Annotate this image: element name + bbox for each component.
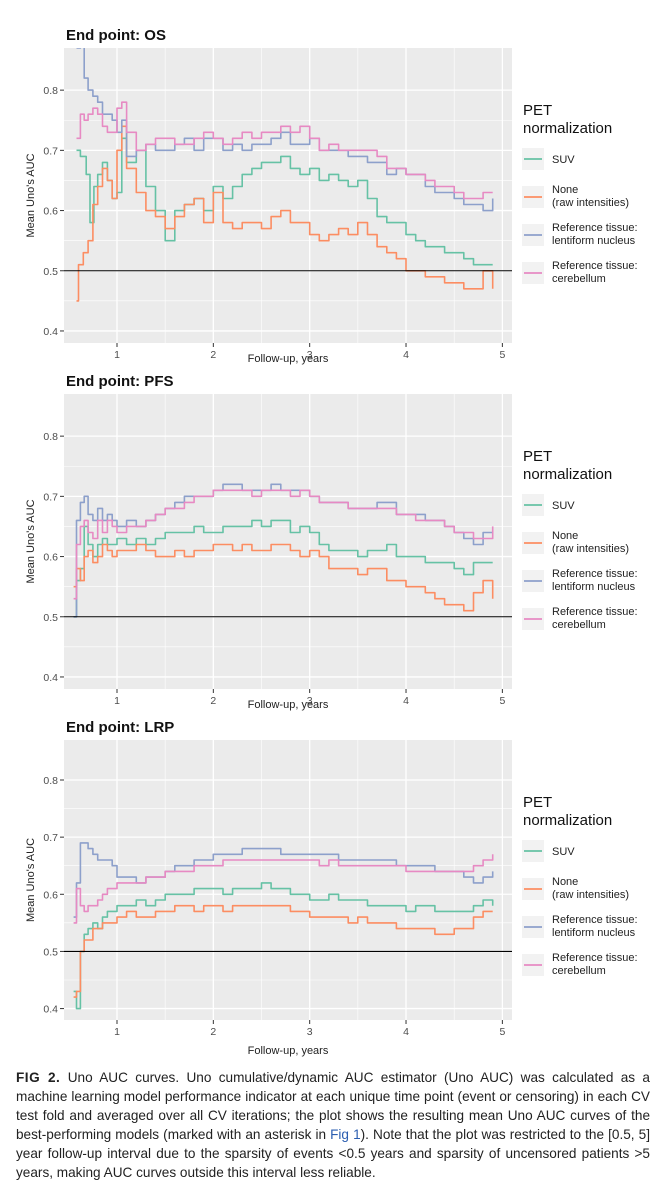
y-tick-label: 0.4 bbox=[43, 326, 58, 338]
y-tick-label: 0.7 bbox=[43, 145, 58, 157]
chart-title: End point: OS bbox=[66, 27, 166, 44]
legend-title: PET bbox=[523, 102, 552, 119]
legend-label: Reference tissue: bbox=[552, 952, 638, 964]
chart-title: End point: PFS bbox=[66, 373, 173, 390]
chart-panel-1: End point: OS 1 2 3 4 5 0.4 0.5 0.6 0.7 0.8 Follow-… bbox=[25, 27, 638, 365]
series-line-none bbox=[73, 543, 494, 612]
x-tick-label: 3 bbox=[307, 695, 313, 707]
legend-title: PET bbox=[523, 448, 552, 465]
y-tick-label: 0.6 bbox=[43, 206, 58, 218]
legend-title: PET bbox=[523, 794, 552, 811]
y-tick-label: 0.6 bbox=[43, 552, 58, 564]
legend-label: SUV bbox=[552, 500, 575, 512]
x-tick-label: 4 bbox=[403, 349, 409, 361]
x-axis-title: Follow-up, years bbox=[248, 1045, 329, 1057]
legend-label: cerebellum bbox=[552, 273, 606, 285]
y-tick-label: 0.5 bbox=[43, 946, 58, 958]
y-tick-label: 0.6 bbox=[43, 889, 58, 901]
series-line-none bbox=[76, 125, 494, 302]
y-tick-label: 0.7 bbox=[43, 491, 58, 503]
y-tick-label: 0.8 bbox=[43, 775, 58, 787]
legend-label: cerebellum bbox=[552, 965, 606, 977]
caption-text-1: Uno AUC curves. Uno cumulative/dynamic A… bbox=[16, 1070, 650, 1142]
series-line-cere bbox=[76, 101, 493, 200]
x-tick-label: 5 bbox=[499, 695, 505, 707]
y-axis-title: Mean Uno's AUC bbox=[25, 499, 37, 583]
legend-label: Reference tissue: bbox=[552, 914, 638, 926]
x-tick-label: 5 bbox=[499, 349, 505, 361]
y-tick-label: 0.4 bbox=[43, 672, 58, 684]
chart-panel-3: End point: LRP 1 2 3 4 5 0.4 0.5 0.6 0.7 0.8 Follow… bbox=[25, 719, 638, 1057]
series-line-lent bbox=[73, 483, 493, 618]
legend-label: SUV bbox=[552, 154, 575, 166]
caption-text-2: ). Note that the plot was restricted to … bbox=[16, 1127, 650, 1180]
y-tick-label: 0.8 bbox=[43, 431, 58, 443]
x-tick-label: 4 bbox=[403, 695, 409, 707]
series-line-cere bbox=[73, 854, 494, 924]
figure-canvas: End point: OS 1 2 3 4 5 0.4 0.5 0.6 0.7 0.8 Follow-… bbox=[25, 27, 638, 1057]
plot-background bbox=[64, 740, 512, 1020]
chart-panel-2: End point: PFS 1 2 3 4 5 0.4 0.5 0.6 0.7 0.8 Follow… bbox=[25, 373, 638, 711]
legend-label: (raw intensities) bbox=[552, 543, 629, 555]
legend-label: Reference tissue: bbox=[552, 260, 638, 272]
x-tick-label: 5 bbox=[499, 1026, 505, 1038]
plot-background bbox=[64, 48, 512, 343]
y-tick-label: 0.4 bbox=[43, 1004, 58, 1016]
legend-label: None bbox=[552, 530, 578, 542]
x-tick-label: 3 bbox=[307, 349, 313, 361]
series-line-none bbox=[73, 904, 493, 998]
legend-label: None bbox=[552, 876, 578, 888]
y-tick-label: 0.5 bbox=[43, 266, 58, 278]
legend-label: Reference tissue: bbox=[552, 568, 638, 580]
x-tick-label: 1 bbox=[114, 349, 120, 361]
x-tick-label: 1 bbox=[114, 1026, 120, 1038]
y-axis-title: Mean Uno's AUC bbox=[25, 838, 37, 922]
x-axis-title: Follow-up, years bbox=[248, 699, 329, 711]
legend-label: (raw intensities) bbox=[552, 889, 629, 901]
x-tick-label: 2 bbox=[210, 349, 216, 361]
legend-title: normalization bbox=[523, 466, 612, 483]
chart-title: End point: LRP bbox=[66, 719, 174, 736]
y-tick-label: 0.7 bbox=[43, 832, 58, 844]
legend-label: cerebellum bbox=[552, 619, 606, 631]
caption-label: FIG 2. bbox=[16, 1070, 61, 1085]
series-line-cere bbox=[73, 489, 494, 600]
x-tick-label: 4 bbox=[403, 1026, 409, 1038]
plot-background bbox=[64, 394, 512, 689]
y-axis-title: Mean Uno's AUC bbox=[25, 153, 37, 237]
series-line-suv bbox=[73, 519, 493, 618]
y-tick-label: 0.8 bbox=[43, 85, 58, 97]
legend-label: lentiform nucleus bbox=[552, 927, 636, 939]
x-tick-label: 2 bbox=[210, 1026, 216, 1038]
legend-label: lentiform nucleus bbox=[552, 235, 636, 247]
y-tick-label: 0.5 bbox=[43, 612, 58, 624]
legend-label: SUV bbox=[552, 846, 575, 858]
series-line-lent bbox=[73, 842, 494, 918]
legend-title: normalization bbox=[523, 812, 612, 829]
series-group bbox=[76, 48, 494, 302]
legend-title: normalization bbox=[523, 120, 612, 137]
caption-fig1-link[interactable]: Fig 1 bbox=[330, 1127, 361, 1142]
legend-label: None bbox=[552, 184, 578, 196]
series-group bbox=[73, 842, 494, 1010]
legend-label: lentiform nucleus bbox=[552, 581, 636, 593]
x-tick-label: 3 bbox=[307, 1026, 313, 1038]
legend-label: Reference tissue: bbox=[552, 606, 638, 618]
x-tick-label: 1 bbox=[114, 695, 120, 707]
legend-label: (raw intensities) bbox=[552, 197, 629, 209]
series-group bbox=[73, 483, 494, 618]
x-tick-label: 2 bbox=[210, 695, 216, 707]
legend-label: Reference tissue: bbox=[552, 222, 638, 234]
figure-caption: FIG 2. Uno AUC curves. Uno cumulative/dy… bbox=[16, 1068, 650, 1182]
x-axis-title: Follow-up, years bbox=[248, 353, 329, 365]
